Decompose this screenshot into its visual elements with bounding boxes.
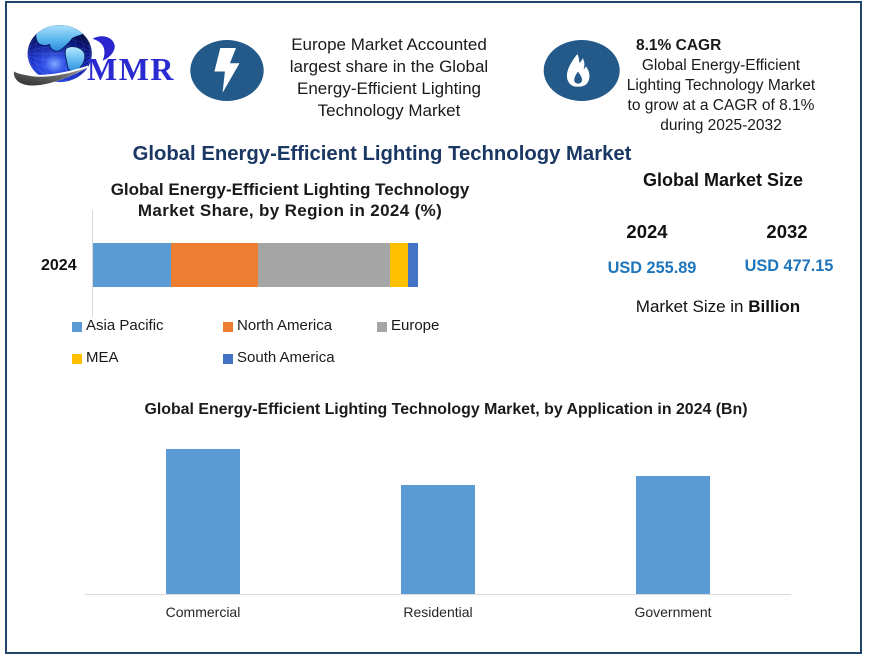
svg-text:MMR: MMR: [87, 51, 175, 87]
